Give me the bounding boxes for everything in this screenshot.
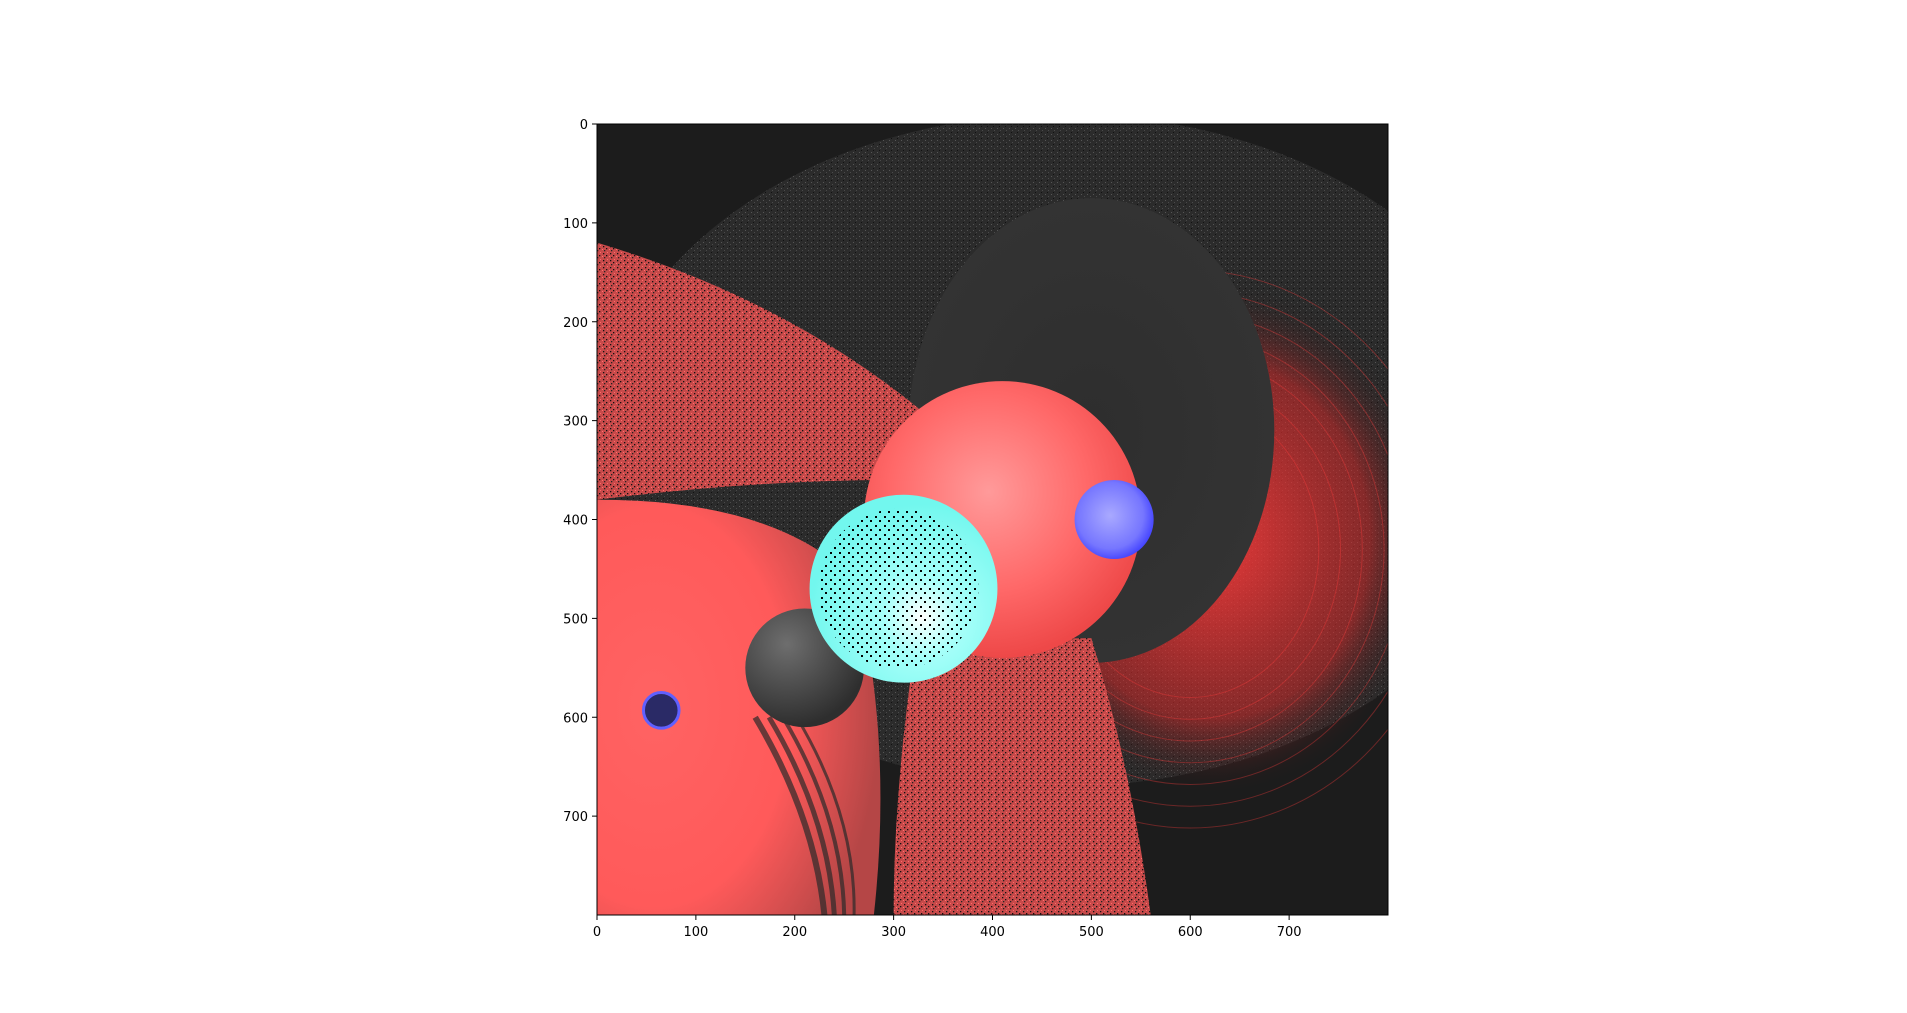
y-tick-label: 200 <box>563 316 588 331</box>
x-axis: 0 100 200 300 400 500 600 700 <box>593 915 1302 940</box>
plot-image <box>597 124 1388 915</box>
y-tick-label: 500 <box>563 612 588 627</box>
gray-arc <box>795 716 856 915</box>
x-tick-label: 400 <box>980 925 1005 940</box>
y-tick-label: 600 <box>563 711 588 726</box>
y-tick-label: 700 <box>563 810 588 825</box>
small-blue-ring <box>641 691 681 730</box>
y-tick-label: 300 <box>563 415 588 430</box>
gray-arc <box>781 716 847 915</box>
y-tick-label: 100 <box>563 217 588 232</box>
gray-arc <box>766 715 837 915</box>
x-tick-label: 300 <box>881 925 906 940</box>
y-tick-label: 400 <box>563 514 588 529</box>
x-tick-label: 500 <box>1079 925 1104 940</box>
x-tick-label: 600 <box>1178 925 1203 940</box>
x-tick-label: 200 <box>782 925 807 940</box>
x-tick-label: 700 <box>1277 925 1302 940</box>
gray-arc <box>752 715 828 915</box>
noisy-red-band-upper <box>597 242 934 500</box>
cyan-sphere-speckle <box>818 508 979 669</box>
noisy-red-band-lower <box>893 638 1151 915</box>
x-tick-label: 100 <box>683 925 708 940</box>
y-axis: 0 100 200 300 400 500 600 700 <box>563 118 597 825</box>
blue-sphere <box>1074 479 1154 560</box>
x-tick-label: 0 <box>593 925 601 940</box>
left-red-region <box>597 499 881 915</box>
y-tick-label: 0 <box>580 118 588 133</box>
